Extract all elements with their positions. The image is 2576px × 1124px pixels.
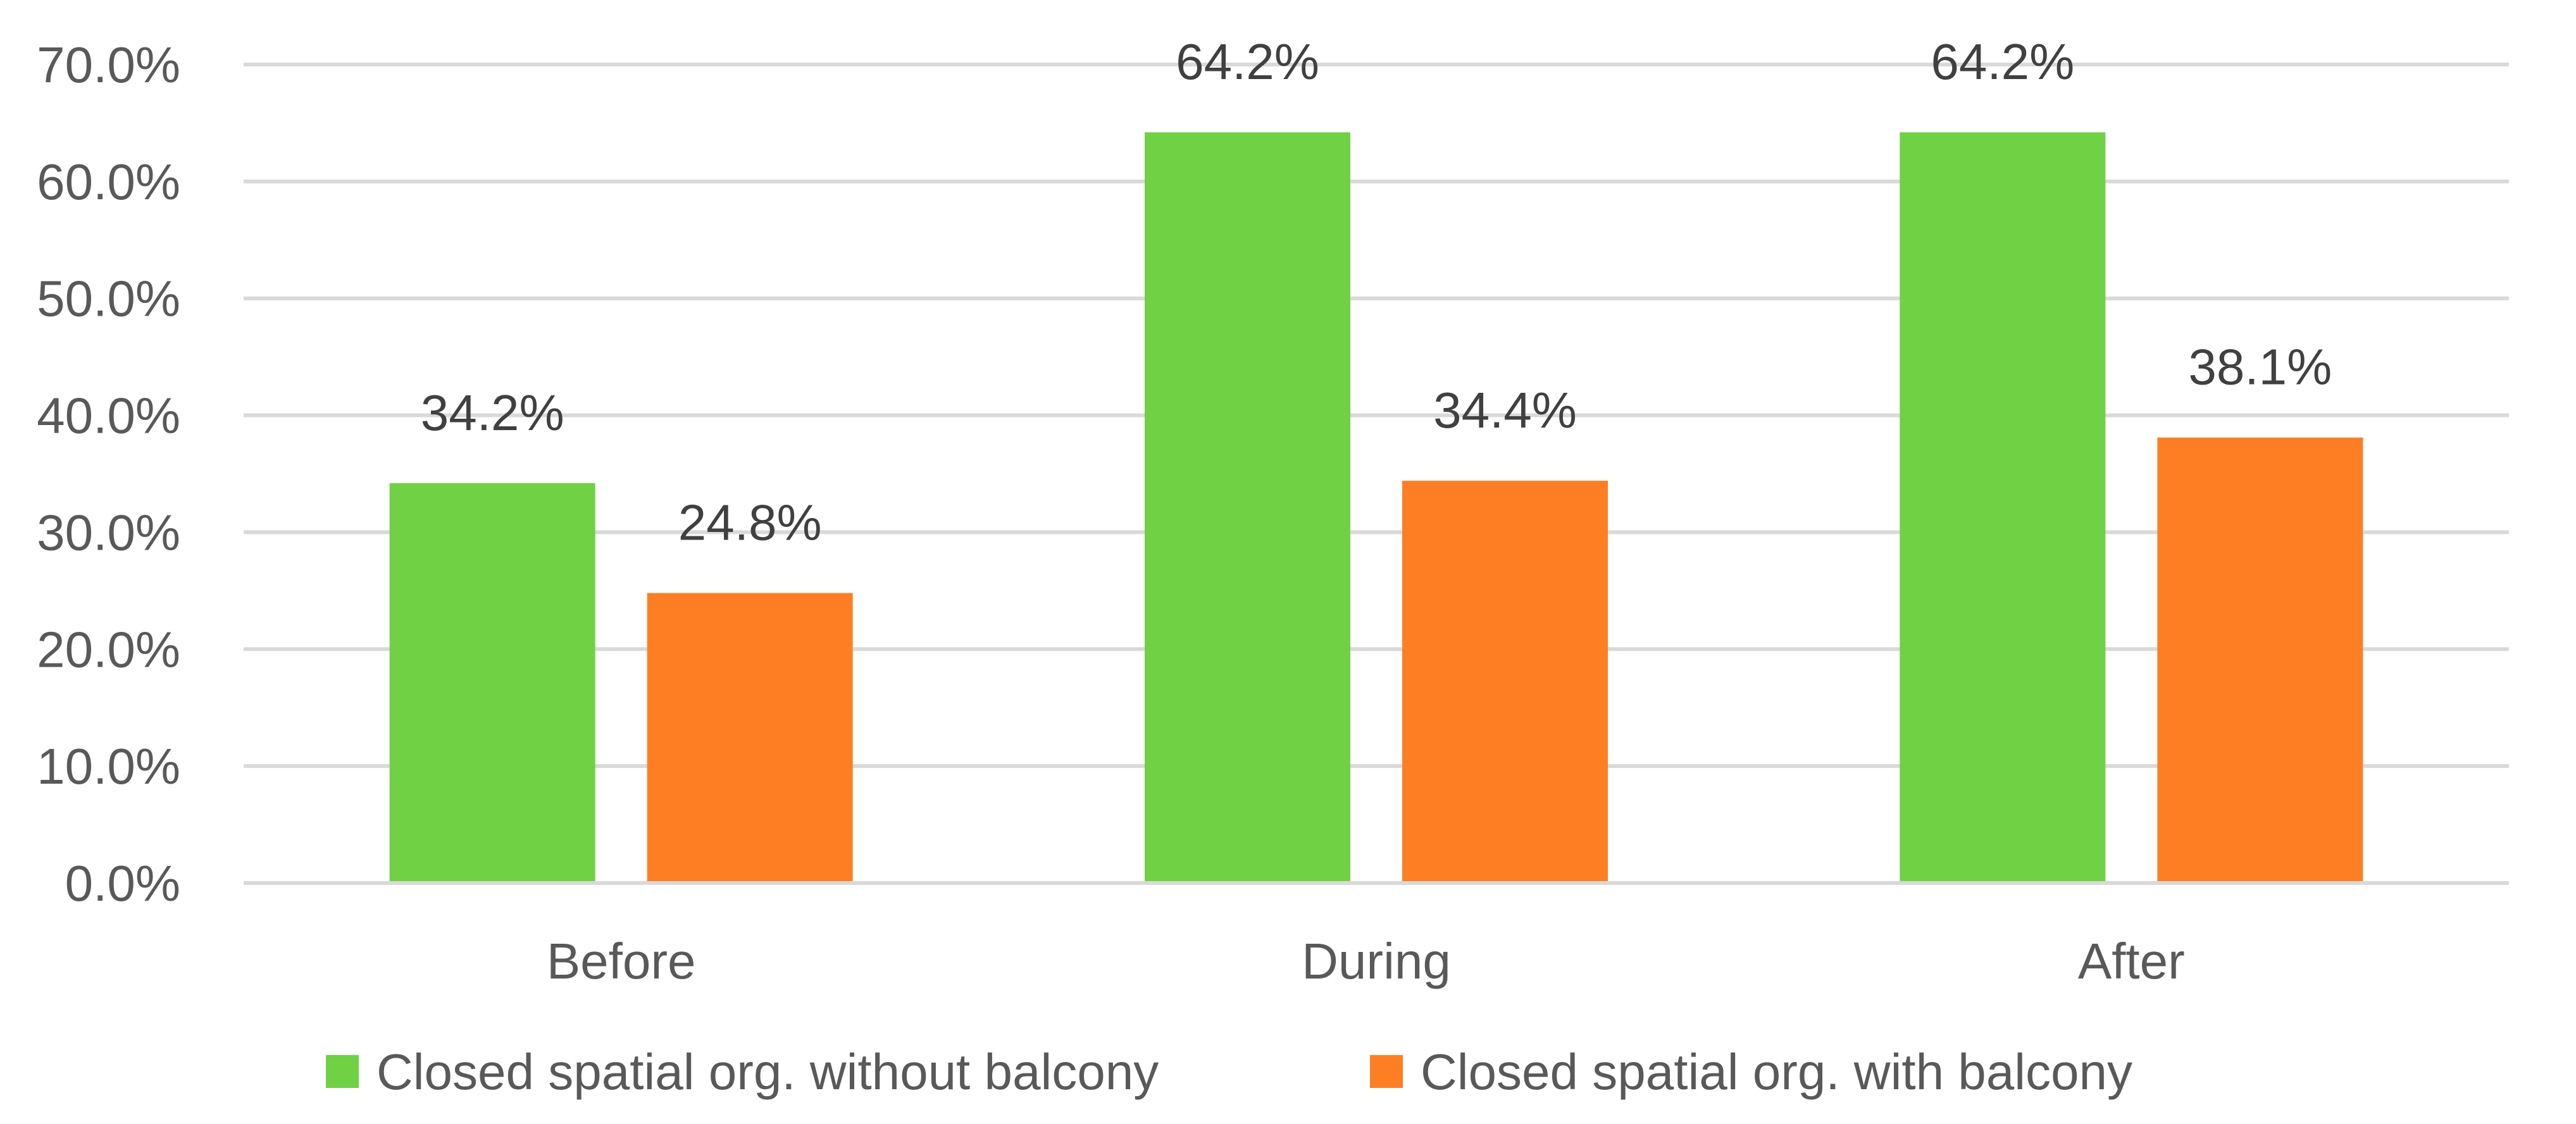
data-label: 38.1% (2188, 339, 2332, 395)
y-axis-tick-labels: 0.0% 10.0% 20.0% 30.0% 40.0% 50.0% 60.0% 70.0% (37, 37, 180, 911)
data-label: 64.2% (1931, 34, 2074, 90)
y-tick-label: 50.0% (37, 271, 180, 327)
y-tick-label: 40.0% (37, 388, 180, 444)
bar (1900, 132, 2106, 883)
legend-label: Closed spatial org. without balcony (376, 1044, 1159, 1100)
bar (1402, 481, 1608, 883)
y-tick-label: 10.0% (37, 738, 180, 794)
data-label: 34.2% (421, 385, 564, 441)
data-label: 34.4% (1433, 382, 1577, 438)
data-labels: 34.2% 24.8% 64.2% 34.4% 64.2% 38.1% (421, 34, 2332, 550)
data-label: 64.2% (1176, 34, 1319, 90)
bar (647, 593, 853, 883)
x-axis-category-labels: Before During After (547, 933, 2185, 989)
y-tick-label: 60.0% (37, 154, 180, 210)
category-label: Before (547, 933, 696, 989)
category-label: During (1302, 933, 1451, 989)
legend-swatch (326, 1055, 359, 1088)
legend-label: Closed spatial org. with balcony (1421, 1044, 2132, 1100)
bar (1145, 132, 1350, 883)
y-tick-label: 70.0% (37, 37, 180, 93)
bar (2157, 437, 2363, 883)
legend-swatch (1370, 1055, 1403, 1088)
category-label: After (2078, 933, 2185, 989)
data-label: 24.8% (678, 495, 822, 551)
y-tick-label: 30.0% (37, 504, 180, 560)
bars (389, 132, 2363, 883)
gridlines (244, 63, 2509, 769)
bar (389, 483, 595, 883)
legend: Closed spatial org. without balcony Close… (326, 1044, 2132, 1100)
y-tick-label: 0.0% (65, 855, 180, 911)
y-tick-label: 20.0% (37, 621, 180, 677)
